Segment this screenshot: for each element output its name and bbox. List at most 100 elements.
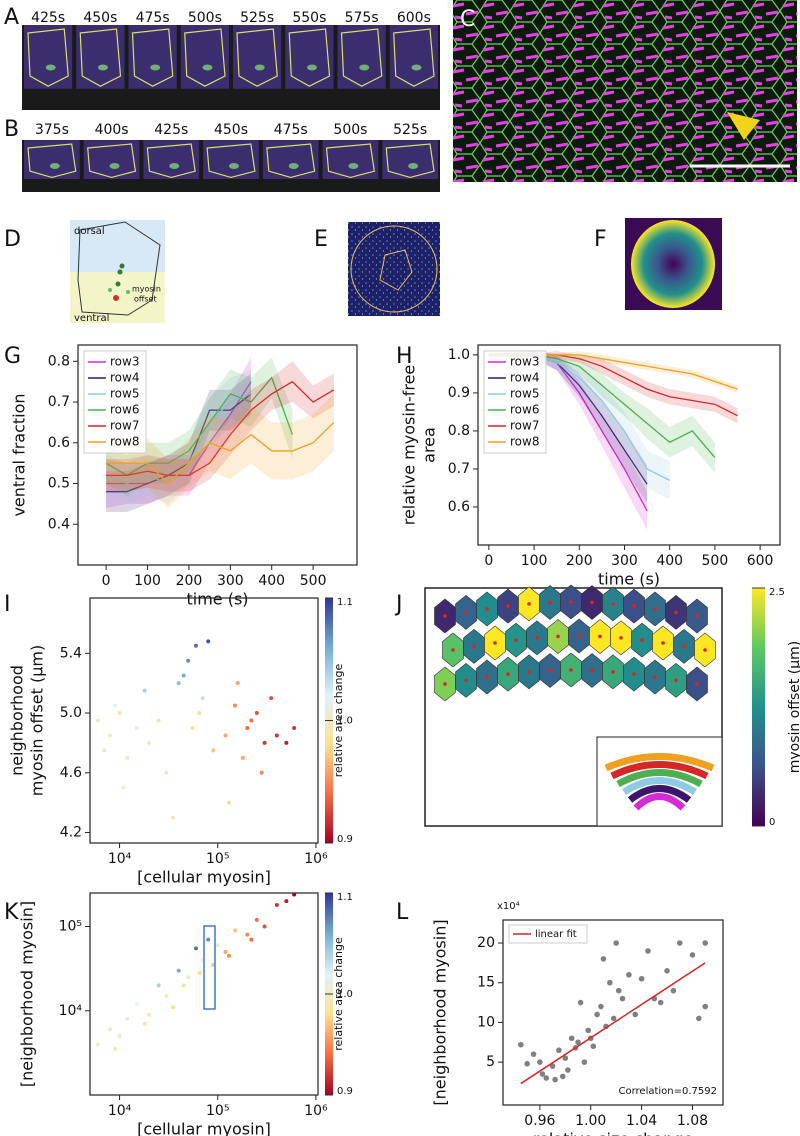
point	[549, 1063, 556, 1069]
point	[190, 725, 195, 730]
point	[164, 993, 169, 998]
point	[254, 917, 259, 922]
point	[170, 815, 175, 820]
y-tick-label: 10	[477, 1014, 495, 1030]
colorbar-tick-label: 1.0	[337, 989, 353, 1000]
cell-center	[464, 678, 468, 683]
x-tick-label: 10⁶	[304, 851, 328, 867]
point	[240, 755, 245, 760]
y-tick-label: 1.0	[448, 347, 470, 363]
point	[108, 1027, 113, 1032]
y-axis-label: myosin offset (μm)	[28, 645, 47, 796]
cell-outline	[27, 143, 77, 179]
point	[559, 1073, 566, 1080]
cell-center	[619, 636, 623, 640]
cell-center	[485, 675, 489, 679]
cell-center	[611, 670, 615, 674]
point	[524, 1060, 530, 1067]
x-axis-label: [cellular myosin]	[137, 868, 271, 887]
cell-center	[506, 604, 510, 608]
x-tick-label: 10⁴	[108, 851, 132, 867]
cell-outline	[393, 28, 435, 87]
point	[565, 1067, 571, 1073]
cell-center	[569, 668, 573, 672]
arrowhead	[727, 112, 760, 140]
point	[259, 770, 264, 775]
panel-label: I	[4, 592, 11, 617]
time-label: 425s	[31, 10, 65, 26]
cell-center	[451, 648, 455, 652]
point	[254, 711, 259, 716]
x-axis-label: time (s)	[598, 570, 660, 589]
x-tick-label: 300	[611, 553, 638, 569]
point	[211, 962, 216, 967]
cell-center	[611, 602, 615, 606]
point	[223, 949, 228, 954]
panel-label: E	[314, 227, 328, 252]
point	[594, 1011, 600, 1018]
error-band	[488, 351, 738, 424]
cell-outline	[184, 28, 226, 87]
point	[284, 740, 289, 745]
point	[284, 899, 289, 904]
point	[233, 928, 238, 933]
error-band	[106, 361, 334, 492]
myosin-signal	[411, 64, 422, 71]
point	[610, 1015, 617, 1022]
x-tick-label: 200	[566, 553, 593, 569]
series-line	[106, 380, 335, 477]
x-tick-label: 400	[656, 553, 683, 569]
point	[626, 971, 632, 978]
y-tick-label: 15	[477, 975, 495, 991]
annotation: dorsal	[74, 226, 105, 237]
cell-center	[506, 672, 510, 676]
cell-center	[556, 634, 560, 639]
point	[95, 1042, 100, 1047]
cell-outline	[266, 143, 316, 179]
point	[200, 696, 205, 701]
legend-label: row7	[510, 419, 539, 433]
x-tick-label: 200	[176, 573, 203, 589]
x-tick-label: 500	[300, 573, 327, 589]
point	[556, 1047, 562, 1054]
legend-label: row3	[510, 355, 539, 369]
plot-frame	[89, 597, 319, 844]
inset-row	[604, 753, 715, 772]
y-multiplier: x10⁴	[497, 901, 520, 912]
cell-center	[472, 644, 476, 649]
cell-center	[548, 600, 552, 605]
error-band	[106, 357, 293, 496]
time-label: 400s	[95, 122, 129, 138]
point	[657, 999, 664, 1006]
microscopy-image	[453, 0, 797, 182]
cell-center	[674, 678, 678, 683]
point	[702, 940, 708, 946]
point	[638, 975, 645, 982]
y-axis-label: area	[420, 427, 439, 463]
legend-frame	[508, 924, 588, 944]
legend-label: row3	[110, 355, 139, 369]
time-label: 500s	[333, 122, 367, 138]
point	[170, 1005, 175, 1010]
point	[676, 940, 683, 946]
y-tick-label: 4.6	[60, 765, 82, 781]
point	[147, 740, 152, 745]
legend-label: row8	[110, 435, 139, 449]
point	[206, 937, 211, 942]
point	[262, 740, 267, 745]
inset-row	[616, 769, 703, 788]
point	[245, 932, 250, 937]
y-tick-label: 0.5	[48, 476, 70, 492]
myosin-signal	[109, 163, 120, 169]
myosin-signal	[306, 64, 317, 71]
cell-center	[674, 610, 678, 615]
cell-outline	[325, 143, 375, 179]
legend-frame	[83, 350, 147, 454]
plot-frame	[502, 919, 724, 1106]
error-band	[106, 369, 252, 504]
point	[113, 1047, 118, 1052]
x-tick-label: 10⁵	[206, 851, 229, 867]
point	[274, 903, 279, 908]
myosin-signal	[202, 64, 213, 71]
